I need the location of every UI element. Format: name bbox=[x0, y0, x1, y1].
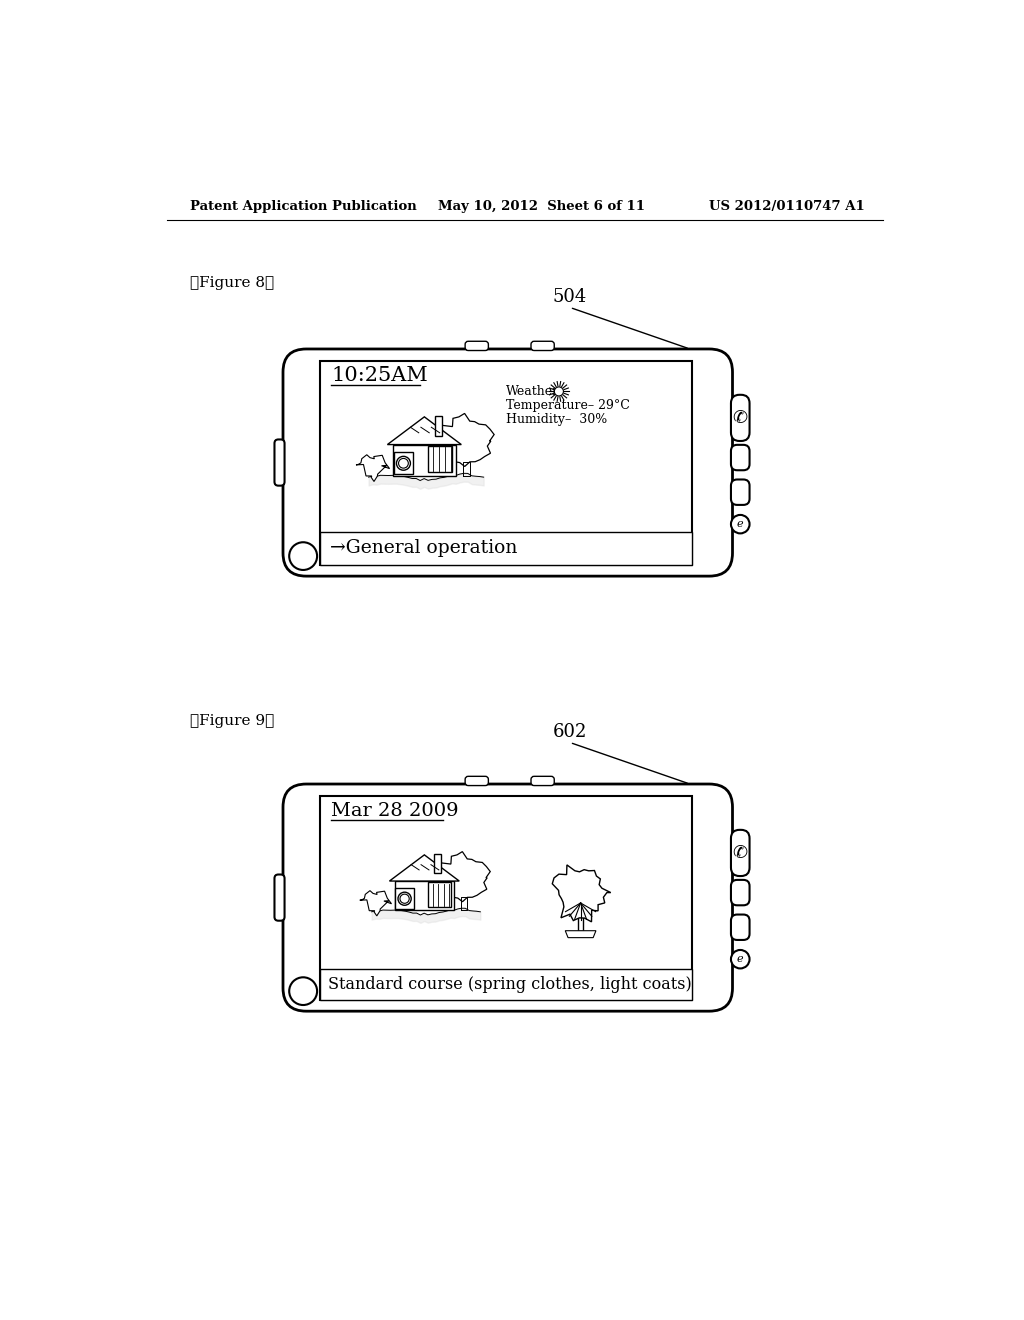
Polygon shape bbox=[389, 855, 460, 880]
FancyBboxPatch shape bbox=[731, 479, 750, 506]
Text: ✆: ✆ bbox=[733, 409, 748, 426]
FancyBboxPatch shape bbox=[731, 830, 750, 876]
Text: Standard course (spring clothes, light coats): Standard course (spring clothes, light c… bbox=[328, 975, 691, 993]
Bar bbox=[435, 416, 441, 436]
Text: US 2012/0110747 A1: US 2012/0110747 A1 bbox=[710, 199, 865, 213]
Bar bbox=[321, 360, 692, 565]
Polygon shape bbox=[439, 851, 490, 902]
FancyBboxPatch shape bbox=[731, 445, 750, 470]
Circle shape bbox=[289, 543, 317, 570]
Text: e: e bbox=[737, 519, 743, 529]
Bar bbox=[578, 903, 584, 931]
FancyBboxPatch shape bbox=[465, 776, 488, 785]
Bar bbox=[394, 880, 454, 911]
Bar bbox=[434, 854, 440, 873]
FancyBboxPatch shape bbox=[731, 395, 750, 441]
FancyBboxPatch shape bbox=[531, 776, 554, 785]
Text: →General operation: →General operation bbox=[330, 540, 517, 557]
Bar bbox=[321, 796, 692, 999]
Polygon shape bbox=[565, 931, 596, 937]
Polygon shape bbox=[359, 891, 391, 916]
Circle shape bbox=[731, 515, 750, 533]
Circle shape bbox=[554, 387, 563, 396]
FancyBboxPatch shape bbox=[283, 784, 732, 1011]
FancyBboxPatch shape bbox=[731, 880, 750, 906]
Text: 504: 504 bbox=[553, 288, 587, 306]
Text: Weather–: Weather– bbox=[506, 385, 565, 397]
Bar bbox=[321, 532, 692, 565]
Text: Humidity–  30%: Humidity– 30% bbox=[506, 413, 607, 425]
Bar bbox=[321, 969, 692, 999]
FancyBboxPatch shape bbox=[731, 915, 750, 940]
Polygon shape bbox=[356, 455, 389, 482]
Polygon shape bbox=[552, 865, 610, 921]
Circle shape bbox=[400, 894, 410, 903]
Text: 602: 602 bbox=[553, 722, 587, 741]
Bar bbox=[393, 445, 456, 475]
Bar bbox=[393, 453, 414, 474]
FancyBboxPatch shape bbox=[274, 875, 285, 921]
Text: e: e bbox=[737, 954, 743, 964]
Text: Temperature– 29°C: Temperature– 29°C bbox=[506, 399, 630, 412]
Circle shape bbox=[398, 458, 409, 469]
Text: Patent Application Publication: Patent Application Publication bbox=[190, 199, 417, 213]
Bar bbox=[395, 888, 414, 909]
Polygon shape bbox=[440, 413, 495, 466]
FancyBboxPatch shape bbox=[283, 348, 732, 576]
Text: 【Figure 9】: 【Figure 9】 bbox=[190, 714, 274, 727]
FancyBboxPatch shape bbox=[274, 440, 285, 486]
Circle shape bbox=[398, 892, 412, 906]
FancyBboxPatch shape bbox=[531, 342, 554, 351]
Text: Mar 28 2009: Mar 28 2009 bbox=[331, 803, 459, 820]
Text: 【Figure 8】: 【Figure 8】 bbox=[190, 276, 274, 290]
Text: ✆: ✆ bbox=[733, 843, 748, 862]
Bar bbox=[428, 446, 453, 473]
Text: May 10, 2012  Sheet 6 of 11: May 10, 2012 Sheet 6 of 11 bbox=[438, 199, 645, 213]
Bar bbox=[428, 882, 451, 907]
FancyBboxPatch shape bbox=[465, 342, 488, 351]
Circle shape bbox=[731, 950, 750, 969]
Polygon shape bbox=[387, 417, 462, 445]
Circle shape bbox=[396, 457, 411, 470]
Text: 10:25AM: 10:25AM bbox=[331, 367, 428, 385]
Circle shape bbox=[289, 977, 317, 1005]
